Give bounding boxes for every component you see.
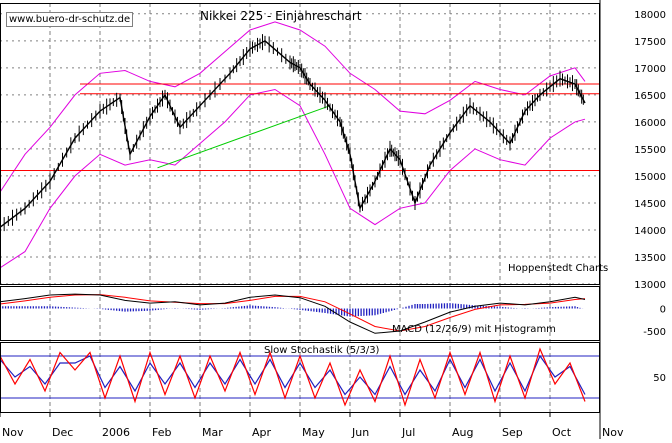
macd-line [0,293,586,334]
price-tick-label: 16500 [634,91,666,102]
macd-tick-label: -500 [643,327,666,338]
stochastic-panel [0,347,600,407]
chart-title: Nikkei 225 - Einjahreschart [200,9,362,23]
price-tick-label: 17000 [634,64,666,75]
macd-tick-label: 0 [660,305,666,316]
panel-frames [0,0,601,439]
site-watermark: www.buero-dr-schutz.de [6,12,134,27]
bollinger-bands [0,21,586,269]
month-label-Nov: Nov [602,426,624,439]
price-tick-label: 15500 [634,145,666,156]
price-series [0,34,586,232]
month-label-Apr: Apr [252,426,272,439]
macd-label: MACD (12/26/9) mit Histogramm [392,324,556,335]
stoch-k-line [0,347,586,407]
axis-labels: 13000 13500 14000 14500 15000 15500 16000 16500… [0,10,666,439]
month-label-Feb: Feb [152,426,171,439]
price-tick-label: 14500 [634,199,666,210]
stoch-label: Slow Stochastik (5/3/3) [264,345,380,356]
credit-label: Hoppenstedt Charts [508,263,609,274]
stoch-tick-label: 50 [653,373,666,384]
bollinger-lower-band [0,88,586,269]
price-tick-label: 13000 [634,280,666,291]
month-label-Jun: Jun [351,426,369,439]
month-label-Nov: Nov [2,426,24,439]
month-label-2006: 2006 [102,426,130,439]
month-label-Oct: Oct [552,426,572,439]
month-label-Aug: Aug [452,426,473,439]
price-tick-label: 14000 [634,226,666,237]
month-label-Sep: Sep [502,426,523,439]
reference-lines [0,83,600,172]
price-tick-label: 17500 [634,37,666,48]
price-tick-label: 13500 [634,253,666,264]
price-tick-label: 15000 [634,172,666,183]
month-label-Jul: Jul [401,426,415,439]
bollinger-upper-band [0,21,586,193]
price-tick-label: 18000 [634,10,666,21]
month-label-Dec: Dec [52,426,73,439]
price-tick-label: 16000 [634,118,666,129]
price-close-line [0,39,586,228]
month-label-May: May [302,426,325,439]
month-label-Mar: Mar [202,426,223,439]
macd-panel [0,293,586,334]
support-trendline [157,105,331,169]
